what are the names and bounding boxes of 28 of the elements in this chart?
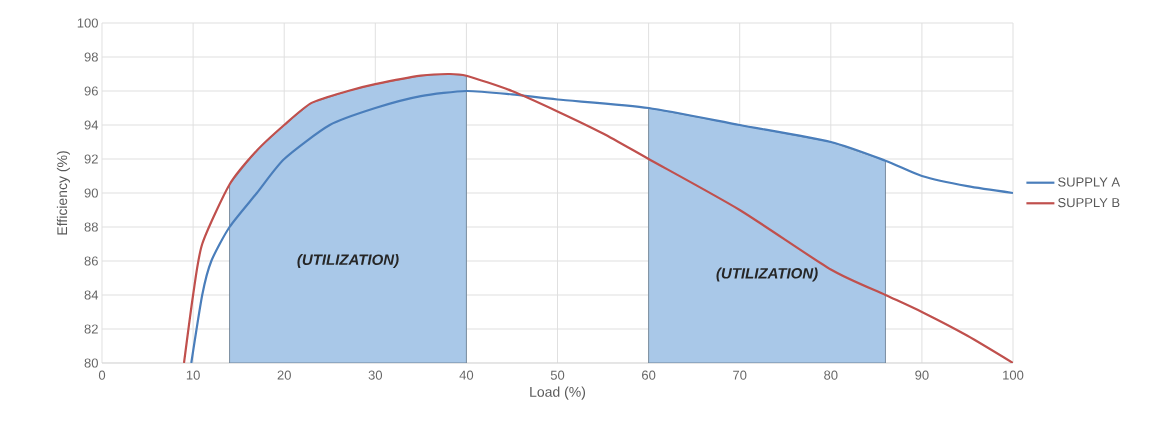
y-tick-label: 88 <box>84 222 98 232</box>
x-tick-label: 10 <box>186 370 200 380</box>
y-tick-label: 92 <box>84 154 98 164</box>
x-tick-label: 80 <box>824 370 838 380</box>
x-tick-label: 20 <box>277 370 291 380</box>
y-tick-label: 90 <box>84 188 98 198</box>
x-tick-label: 90 <box>915 370 929 380</box>
y-tick-label: 80 <box>84 358 98 368</box>
x-axis-title: Load (%) <box>530 386 586 400</box>
y-tick-label: 94 <box>84 120 99 130</box>
x-tick-label: 0 <box>98 370 106 380</box>
y-tick-label: 86 <box>84 256 98 266</box>
legend-label: SUPPLY B <box>1058 197 1120 208</box>
y-tick-label: 100 <box>77 18 98 28</box>
x-tick-label: 70 <box>733 370 747 380</box>
annotation: (UTILIZATION) <box>716 267 818 282</box>
x-tick-label: 40 <box>459 370 474 380</box>
x-tick-label: 30 <box>368 370 383 380</box>
x-tick-label: 60 <box>642 370 656 380</box>
y-tick-label: 98 <box>84 52 98 62</box>
x-tick-label: 50 <box>550 370 565 380</box>
annotation: (UTILIZATION) <box>297 254 399 268</box>
x-tick-label: 100 <box>1003 370 1024 380</box>
y-axis-title: Efficiency (%) <box>56 151 70 235</box>
y-tick-label: 84 <box>84 290 99 300</box>
y-tick-label: 82 <box>84 324 98 334</box>
y-tick-label: 96 <box>84 86 98 96</box>
legend-label: SUPPLY A <box>1058 177 1121 187</box>
